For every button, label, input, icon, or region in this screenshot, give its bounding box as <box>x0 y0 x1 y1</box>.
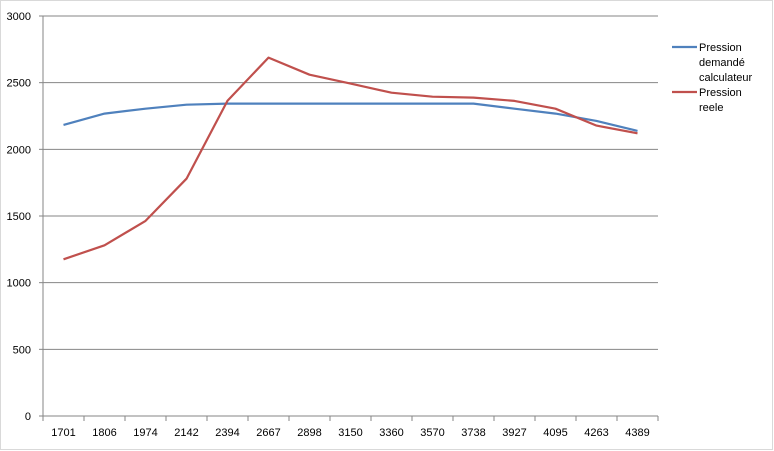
series-line-0 <box>63 102 638 132</box>
x-tick-label-3360: 3360 <box>379 427 403 439</box>
y-tick-label-0: 0 <box>25 411 31 423</box>
series-lines <box>63 56 638 261</box>
x-tick-label-3738: 3738 <box>461 427 485 439</box>
gridlines <box>39 15 659 421</box>
x-tick-label-1701: 1701 <box>51 427 75 439</box>
legend-label-0-0: Pression <box>699 42 742 54</box>
x-tick-label-3150: 3150 <box>338 427 362 439</box>
x-tick-label-3927: 3927 <box>502 427 526 439</box>
x-tick-label-2394: 2394 <box>215 427 239 439</box>
legend-label-0-2: calculateur <box>699 72 753 84</box>
legend: Pression demandé calculateur Pression reele <box>672 42 753 114</box>
x-tick-labels: 1701 1806 1974 2142 2394 2667 2898 3150 3360 3570… <box>51 427 649 439</box>
y-tick-label-2500: 2500 <box>7 78 31 90</box>
x-tick-label-3570: 3570 <box>420 427 444 439</box>
legend-label-1-1: reele <box>699 102 723 114</box>
y-tick-label-2000: 2000 <box>7 144 31 156</box>
x-tick-label-4095: 4095 <box>543 427 567 439</box>
x-tick-label-2898: 2898 <box>297 427 321 439</box>
y-tick-label-1000: 1000 <box>7 278 31 290</box>
y-tick-label-500: 500 <box>13 344 31 356</box>
x-tick-label-2667: 2667 <box>256 427 280 439</box>
legend-label-1-0: Pression <box>699 87 742 99</box>
series-line-1 <box>63 56 638 261</box>
y-tick-label-3000: 3000 <box>7 11 31 23</box>
y-tick-labels: 0 500 1000 1500 2000 2500 3000 <box>7 11 31 423</box>
x-tick-label-2142: 2142 <box>174 427 198 439</box>
y-tick-label-1500: 1500 <box>7 211 31 223</box>
x-tick-label-1806: 1806 <box>92 427 116 439</box>
x-tick-label-4389: 4389 <box>625 427 649 439</box>
x-tick-label-1974: 1974 <box>133 427 157 439</box>
x-tick-label-4263: 4263 <box>584 427 608 439</box>
legend-label-0-1: demandé <box>699 57 745 69</box>
axes <box>42 16 658 417</box>
